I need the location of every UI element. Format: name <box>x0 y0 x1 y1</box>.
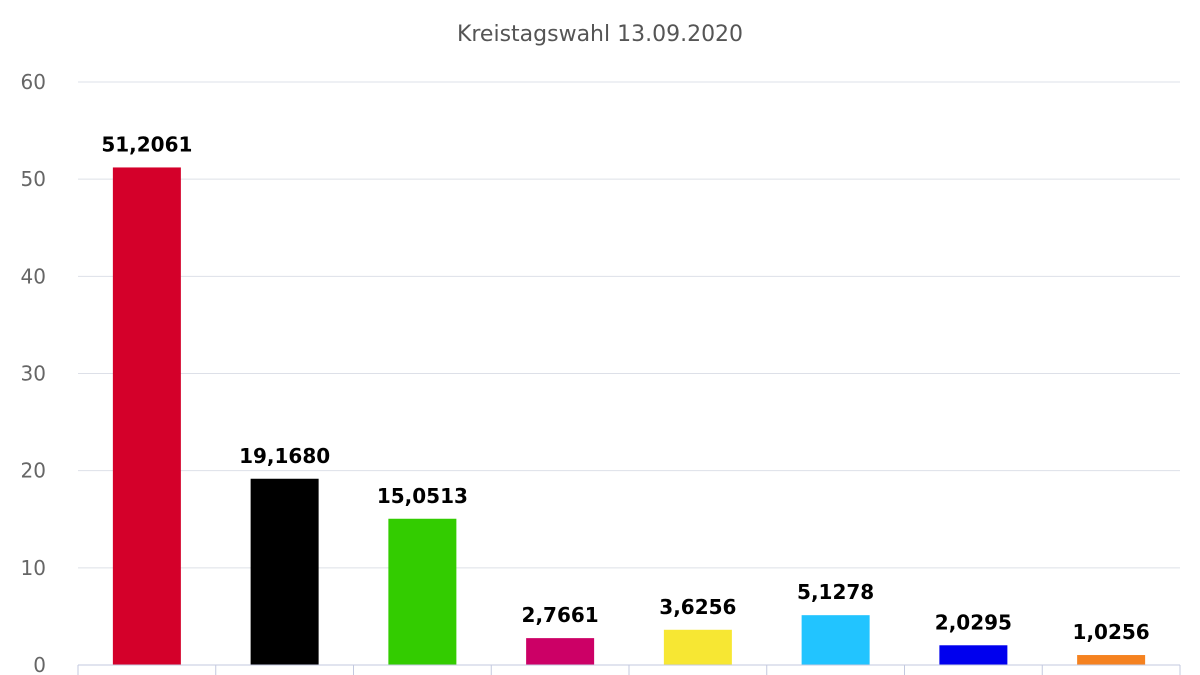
bar-5 <box>663 629 732 665</box>
y-axis-tick-labels: 0 10 20 30 40 50 60 <box>21 70 46 675</box>
y-tick-label: 50 <box>21 167 46 191</box>
bars <box>112 167 1146 665</box>
y-tick-label: 10 <box>21 556 46 580</box>
grid-lines <box>78 81 1180 569</box>
bar-7 <box>939 645 1008 665</box>
data-labels: 51,2061 19,1680 15,0513 2,7661 3,6256 5,1278 2… <box>101 132 1149 644</box>
bar-6 <box>801 615 870 665</box>
y-tick-label: 30 <box>21 362 46 386</box>
bar-3 <box>388 518 457 665</box>
data-label-1: 51,2061 <box>101 132 192 156</box>
y-tick-label: 40 <box>21 264 46 288</box>
x-axis <box>77 664 1181 675</box>
data-label-8: 1,0256 <box>1073 620 1150 644</box>
y-tick-label: 20 <box>21 459 46 483</box>
data-label-6: 5,1278 <box>797 580 874 604</box>
data-label-2: 19,1680 <box>239 444 330 468</box>
data-label-4: 2,7661 <box>522 603 599 627</box>
data-label-7: 2,0295 <box>935 610 1012 634</box>
bar-1 <box>112 167 181 665</box>
y-tick-label: 0 <box>33 653 46 675</box>
bar-4 <box>526 638 595 665</box>
bar-8 <box>1077 655 1146 665</box>
y-tick-label: 60 <box>21 70 46 94</box>
bar-2 <box>250 478 319 665</box>
chart-title: Kreistagswahl 13.09.2020 <box>457 22 743 47</box>
data-label-5: 3,6256 <box>659 595 736 619</box>
data-label-3: 15,0513 <box>377 484 468 508</box>
